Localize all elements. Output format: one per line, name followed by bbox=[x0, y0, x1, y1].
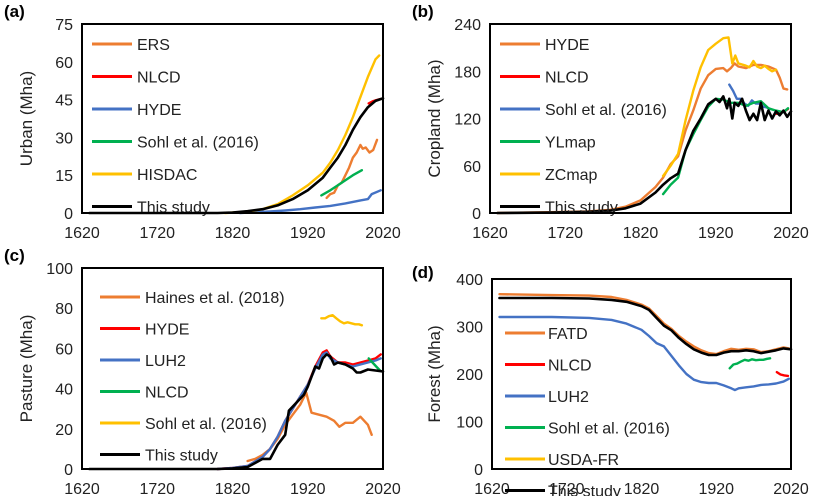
panel-b-ytick-label: 240 bbox=[454, 17, 481, 34]
panel-a-xtick-label: 1920 bbox=[290, 225, 326, 242]
panel-a-series-sohl-et-al-2016 bbox=[320, 169, 364, 197]
panel-b-ytick-label: 180 bbox=[454, 64, 481, 81]
panel-d-legend-label: FATD bbox=[548, 326, 588, 343]
panel-b-legend-label: ZCmap bbox=[545, 167, 598, 184]
panel-a-label: (a) bbox=[4, 2, 25, 21]
panel-d-xtick-label: 1920 bbox=[698, 481, 734, 496]
panel-d-legend-label: NLCD bbox=[548, 358, 592, 375]
panel-d-plot-frame bbox=[491, 278, 792, 470]
panel-c-series-hyde bbox=[216, 349, 382, 471]
panel-d-ytick-label: 300 bbox=[456, 320, 483, 337]
panel-d-series-sohl-et-al-2016 bbox=[728, 357, 772, 370]
panel-d-series-luh2 bbox=[498, 315, 790, 392]
panel-a-y-axis-label: Urban (Mha) bbox=[17, 71, 36, 166]
panel-d-xtick-label: 1620 bbox=[474, 481, 510, 496]
panel-b-y-axis-label: Cropland (Mha) bbox=[425, 59, 444, 177]
panel-d-ytick-label: 200 bbox=[456, 367, 483, 384]
panel-c-y-axis-label: Pasture (Mha) bbox=[17, 315, 36, 423]
panel-a-legend-label: ERS bbox=[137, 37, 170, 54]
panel-c-xtick-label: 2020 bbox=[365, 481, 401, 496]
panel-c-series-nlcd bbox=[367, 357, 382, 372]
panel-d-label: (d) bbox=[412, 263, 434, 282]
panel-c-xtick-label: 1920 bbox=[290, 481, 326, 496]
panel-d-legend-label: This study bbox=[548, 484, 621, 496]
panel-d-xtick-label: 2020 bbox=[773, 481, 809, 496]
panel-a-xtick-label: 1620 bbox=[64, 225, 100, 242]
panel-a-ytick-label: 60 bbox=[55, 55, 73, 72]
panel-d-xtick-label: 1720 bbox=[549, 481, 585, 496]
panel-a-series-ers bbox=[325, 138, 379, 200]
panel-b-plot-frame bbox=[489, 23, 792, 214]
panel-c-legend-label: Haines et al. (2018) bbox=[145, 290, 285, 307]
panel-b-label: (b) bbox=[412, 2, 434, 21]
panel-a-plot-frame bbox=[81, 23, 384, 214]
panel-b-ytick-label: 0 bbox=[472, 206, 481, 223]
panel-d-legend-label: Sohl et al. (2016) bbox=[548, 421, 670, 438]
panel-a-xtick-label: 1820 bbox=[215, 225, 251, 242]
panel-c-ytick-label: 100 bbox=[46, 261, 73, 278]
panel-d-legend-label: USDA-FR bbox=[548, 452, 619, 469]
panel-b-xtick-label: 1720 bbox=[547, 225, 583, 242]
panel-c-ytick-label: 60 bbox=[55, 341, 73, 358]
panel-c-ytick-label: 80 bbox=[55, 301, 73, 318]
panel-c-ytick-label: 20 bbox=[55, 422, 73, 439]
panel-c-label: (c) bbox=[4, 246, 25, 265]
panel-c-series-luh2 bbox=[216, 351, 382, 471]
panel-a-xtick-label: 1720 bbox=[139, 225, 175, 242]
panel-c-legend-label: This study bbox=[145, 448, 218, 465]
panel-b-legend-label: Sohl et al. (2016) bbox=[545, 102, 667, 119]
panel-c-legend-label: LUH2 bbox=[145, 353, 186, 370]
panel-b-xtick-label: 1920 bbox=[698, 225, 734, 242]
panel-d-ytick-label: 400 bbox=[456, 272, 483, 289]
panel-b-xtick-label: 1620 bbox=[472, 225, 508, 242]
panel-d-series-this-study bbox=[498, 296, 793, 357]
panel-c-legend-label: NLCD bbox=[145, 385, 189, 402]
panel-c-series-this-study bbox=[88, 353, 385, 471]
panel-d-series-fatd bbox=[498, 293, 790, 356]
panel-d-legend-label: LUH2 bbox=[548, 389, 589, 406]
panel-a-legend-label: NLCD bbox=[137, 70, 181, 87]
panel-a-ytick-label: 0 bbox=[64, 206, 73, 223]
panel-a-ytick-label: 75 bbox=[55, 17, 73, 34]
panel-b-series-zcmap bbox=[661, 36, 778, 178]
panel-a-legend-label: HYDE bbox=[137, 102, 181, 119]
panel-d-ytick-label: 0 bbox=[474, 462, 483, 479]
panel-c-xtick-label: 1820 bbox=[215, 481, 251, 496]
panel-b-legend-label: HYDE bbox=[545, 37, 589, 54]
panel-c-legend-label: HYDE bbox=[145, 322, 189, 339]
panel-c-plot-frame bbox=[81, 267, 384, 470]
panel-c-ytick-label: 40 bbox=[55, 382, 73, 399]
panel-c-legend-label: Sohl et al. (2016) bbox=[145, 416, 267, 433]
panel-b-xtick-label: 2020 bbox=[773, 225, 809, 242]
panel-a-series-hyde bbox=[238, 189, 382, 215]
panel-a-xtick-label: 2020 bbox=[365, 225, 401, 242]
panel-d-xtick-label: 1820 bbox=[624, 481, 660, 496]
panel-d-series-nlcd bbox=[775, 370, 790, 378]
panel-b-legend-label: YLmap bbox=[545, 135, 596, 152]
panel-b-series-this-study bbox=[496, 95, 793, 215]
panel-c-xtick-label: 1720 bbox=[139, 481, 175, 496]
panel-b-legend-label: NLCD bbox=[545, 70, 589, 87]
panel-a-series-this-study bbox=[88, 97, 385, 215]
panel-a-ytick-label: 45 bbox=[55, 93, 73, 110]
panel-a-ytick-label: 15 bbox=[55, 168, 73, 185]
panel-b-ytick-label: 120 bbox=[454, 112, 481, 129]
panel-c-xtick-label: 1620 bbox=[64, 481, 100, 496]
panel-d-y-axis-label: Forest (Mha) bbox=[425, 325, 444, 422]
panel-c-ytick-label: 0 bbox=[64, 462, 73, 479]
panel-a-legend-label: HISDAC bbox=[137, 167, 197, 184]
panel-b-series-hyde bbox=[496, 62, 789, 215]
panel-a-legend-label: Sohl et al. (2016) bbox=[137, 135, 259, 152]
panel-a-ytick-label: 30 bbox=[55, 130, 73, 147]
panel-d-ytick-label: 100 bbox=[456, 415, 483, 432]
panel-b-ytick-label: 60 bbox=[463, 159, 481, 176]
panel-b-xtick-label: 1820 bbox=[623, 225, 659, 242]
panel-c-series-sohl-et-al-2016 bbox=[320, 314, 364, 327]
